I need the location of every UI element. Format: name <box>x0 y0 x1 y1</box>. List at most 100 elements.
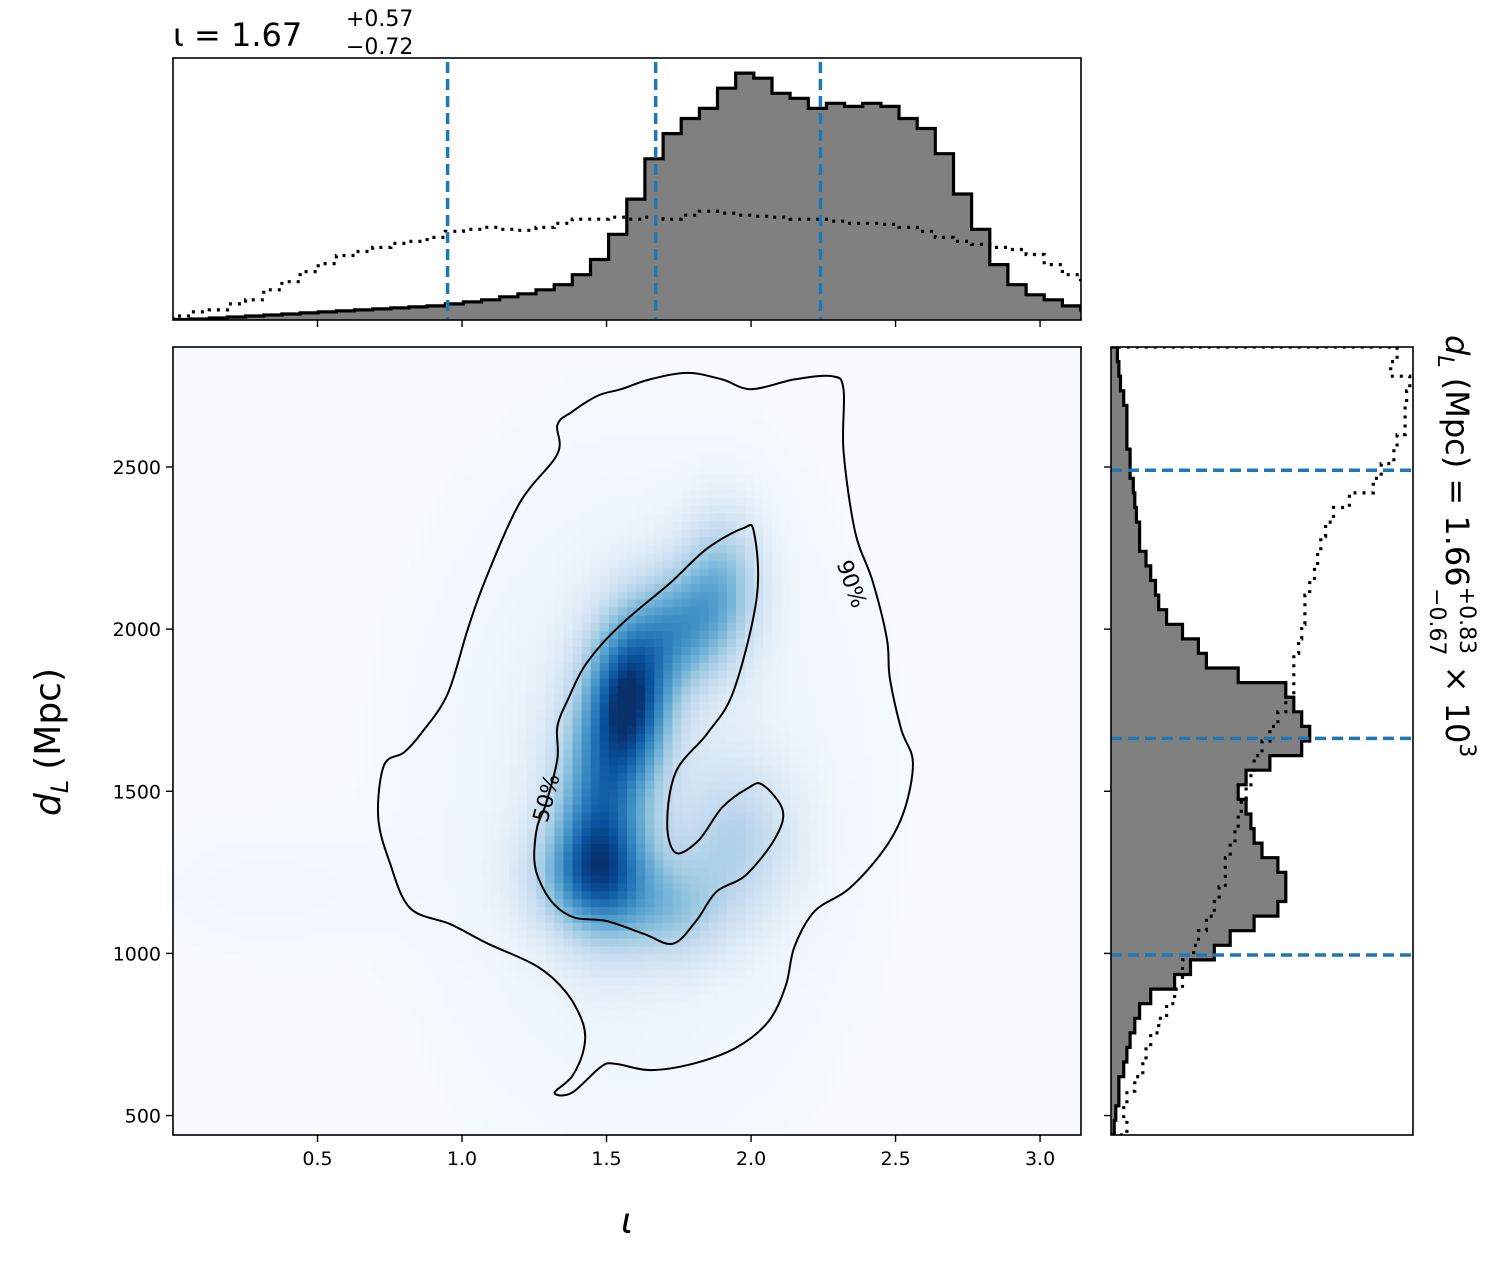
heatmap-cell <box>545 1127 555 1135</box>
heatmap-cell <box>318 953 328 963</box>
heatmap-cell <box>826 985 837 994</box>
heatmap-cell <box>672 733 683 742</box>
heatmap-cell <box>772 1032 782 1042</box>
heatmap-cell <box>799 906 810 915</box>
heatmap-cell <box>844 693 855 703</box>
heatmap-cell <box>599 890 610 900</box>
heatmap-cell <box>472 1071 483 1081</box>
heatmap-cell <box>272 867 283 876</box>
heatmap-cell <box>717 977 728 986</box>
heatmap-cell <box>726 930 737 939</box>
heatmap-cell <box>508 544 519 553</box>
heatmap-cell <box>536 843 546 852</box>
heatmap-cell <box>372 930 383 939</box>
heatmap-cell <box>545 977 555 986</box>
heatmap-cell <box>463 843 474 852</box>
heatmap-cell <box>336 851 347 860</box>
heatmap-cell <box>599 646 610 655</box>
heatmap-cell <box>754 457 764 466</box>
heatmap-cell <box>445 575 456 584</box>
heatmap-cell <box>363 914 374 923</box>
heatmap-cell <box>735 851 746 860</box>
heatmap-cell <box>817 709 828 718</box>
heatmap-cell <box>581 685 592 695</box>
heatmap-cell <box>390 756 401 766</box>
heatmap-cell <box>499 1008 510 1018</box>
heatmap-cell <box>799 748 810 758</box>
heatmap-cell <box>472 843 483 852</box>
heatmap-cell <box>309 819 319 829</box>
heatmap-cell <box>844 859 855 868</box>
heatmap-cell <box>254 898 265 908</box>
heatmap-cell <box>754 851 764 860</box>
heatmap-cell <box>717 733 728 742</box>
heatmap-cell <box>590 1001 601 1010</box>
heatmap-cell <box>554 410 565 419</box>
heatmap-cell <box>309 945 319 955</box>
heatmap-cell <box>218 906 229 915</box>
heatmap-cell <box>463 922 474 931</box>
heatmap-cell <box>799 1095 810 1105</box>
heatmap-cell <box>390 677 401 687</box>
heatmap-cell <box>681 394 692 403</box>
heatmap-cell <box>472 804 483 813</box>
heatmap-cell <box>754 622 764 632</box>
heatmap-cell <box>844 788 855 797</box>
heatmap-cell <box>699 977 710 986</box>
heatmap-cell <box>563 1111 574 1120</box>
heatmap-cell <box>436 819 446 829</box>
heatmap-cell <box>409 583 419 592</box>
heatmap-cell <box>381 748 392 758</box>
heatmap-cell <box>826 654 837 663</box>
heatmap-cell <box>817 1071 828 1081</box>
heatmap-cell <box>445 748 456 758</box>
heatmap-cell <box>699 1103 710 1112</box>
heatmap-cell <box>490 914 501 923</box>
heatmap-cell <box>799 685 810 695</box>
heatmap-cell <box>445 796 456 805</box>
heatmap-cell <box>663 394 673 403</box>
heatmap-cell <box>735 591 746 600</box>
heatmap-cell <box>781 733 792 742</box>
heatmap-cell <box>418 701 428 711</box>
heatmap-cell <box>327 953 338 963</box>
heatmap-cell <box>572 985 583 994</box>
heatmap-cell <box>590 725 601 734</box>
heatmap-cell <box>518 1119 528 1128</box>
heatmap-cell <box>554 654 565 663</box>
heatmap-cell <box>499 985 510 994</box>
heatmap-cell <box>781 433 792 443</box>
heatmap-cell <box>826 1001 837 1010</box>
heatmap-cell <box>572 1103 583 1112</box>
heatmap-cell <box>781 1064 792 1073</box>
heatmap-cell <box>663 1103 673 1112</box>
heatmap-cell <box>763 748 773 758</box>
heatmap-cell <box>472 1032 483 1042</box>
heatmap-cell <box>608 1103 619 1112</box>
heatmap-cell <box>817 890 828 900</box>
heatmap-cell <box>627 417 637 427</box>
heatmap-cell <box>672 630 683 640</box>
heatmap-cell <box>527 977 537 986</box>
heatmap-cell <box>835 780 846 789</box>
heatmap-cell <box>681 496 692 506</box>
heatmap-cell <box>790 788 801 797</box>
heatmap-cell <box>617 1111 628 1120</box>
heatmap-cell <box>735 906 746 915</box>
heatmap-cell <box>835 953 846 963</box>
heatmap-cell <box>554 764 565 774</box>
heatmap-cell <box>518 772 528 781</box>
heatmap-cell <box>545 764 555 774</box>
heatmap-cell <box>790 851 801 860</box>
heatmap-cell <box>636 1048 646 1057</box>
heatmap-cell <box>527 1095 537 1105</box>
heatmap-cell <box>627 906 637 915</box>
heatmap-cell <box>563 1127 574 1135</box>
heatmap-cell <box>790 677 801 687</box>
heatmap-cell <box>608 890 619 900</box>
heatmap-cell <box>708 930 719 939</box>
heatmap-cell <box>527 551 537 561</box>
heatmap-cell <box>545 725 555 734</box>
heatmap-cell <box>400 717 410 726</box>
heatmap-cell <box>472 914 483 923</box>
